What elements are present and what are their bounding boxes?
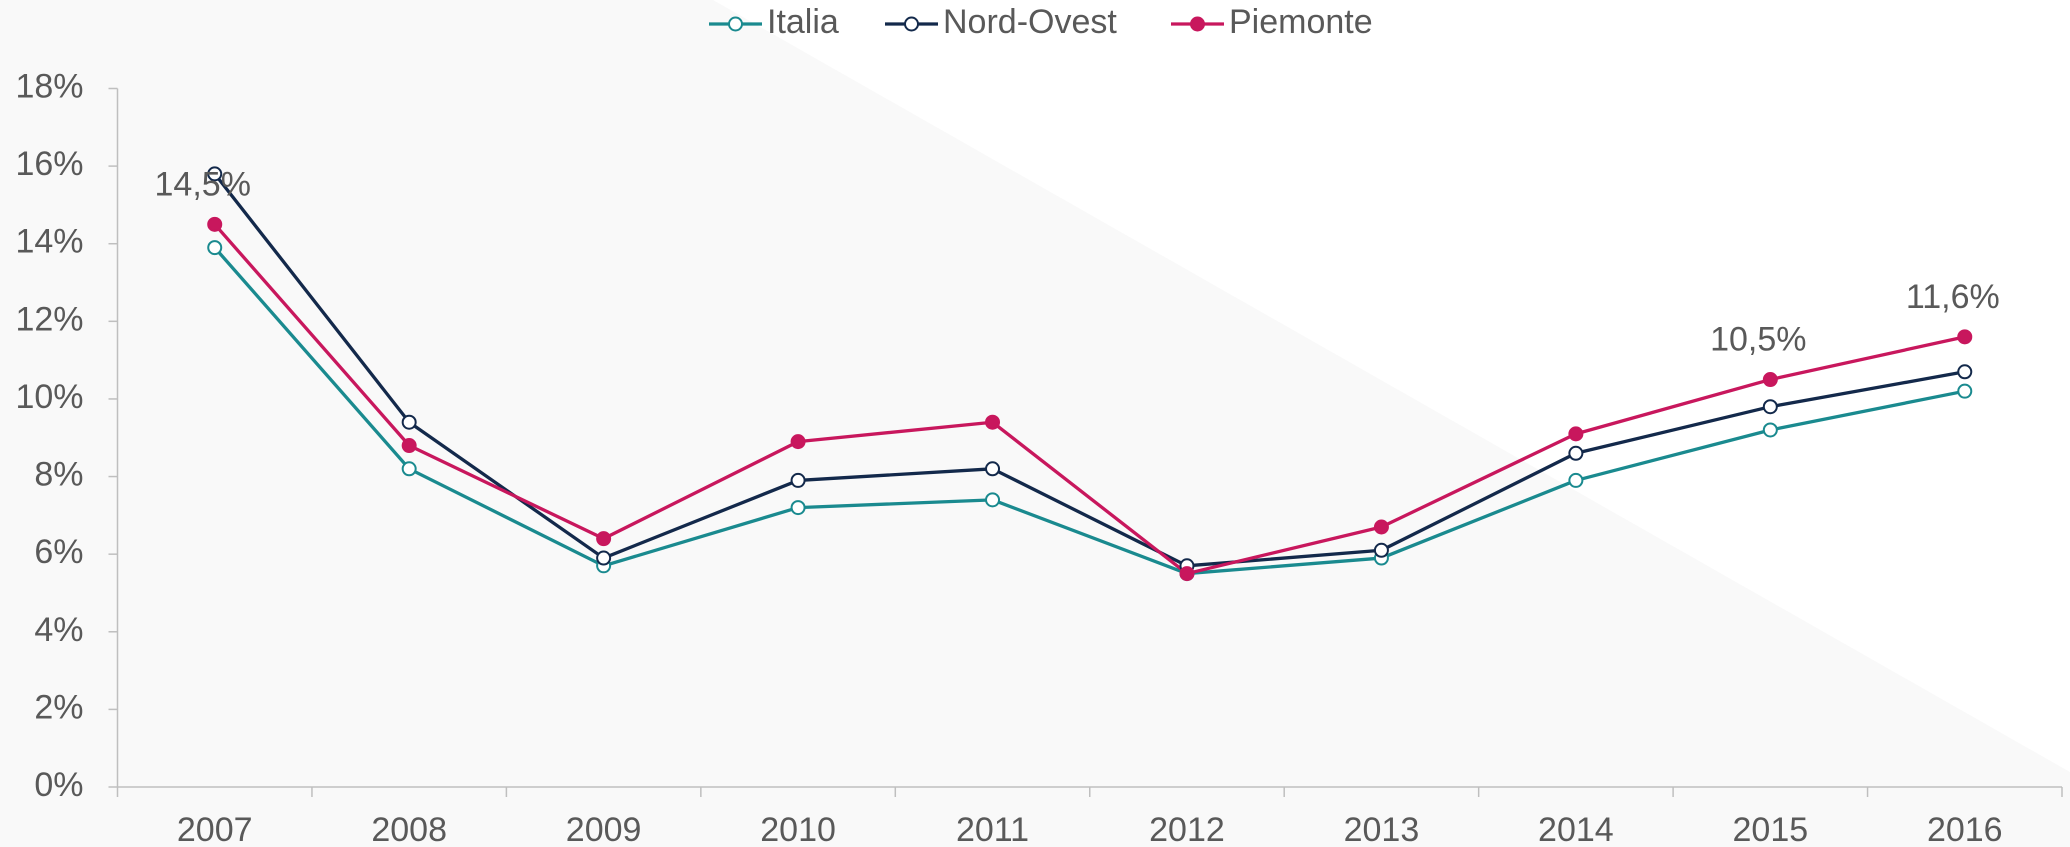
x-tick-label: 2015 (1733, 811, 1809, 847)
series-marker (1957, 329, 1973, 345)
series-marker (596, 550, 612, 566)
series-marker (1762, 372, 1778, 388)
x-tick-label: 2014 (1538, 811, 1614, 847)
series-marker (1373, 519, 1389, 535)
series-marker (207, 166, 223, 182)
series-marker (596, 531, 612, 547)
data-label: 11,6% (1906, 278, 2000, 316)
series-marker (790, 434, 806, 450)
legend-marker (1190, 16, 1205, 32)
legend-label: Piemonte (1229, 3, 1373, 41)
series-marker (207, 216, 223, 232)
y-tick-label: 10% (15, 378, 83, 416)
y-tick-label: 0% (34, 766, 83, 804)
series-marker (1568, 445, 1584, 461)
y-tick-label: 16% (15, 145, 83, 183)
x-tick-label: 2012 (1149, 811, 1225, 847)
series-marker (790, 500, 806, 516)
y-tick-label: 8% (34, 456, 83, 494)
x-tick-label: 2007 (177, 811, 253, 847)
x-tick-label: 2013 (1344, 811, 1420, 847)
x-tick-label: 2010 (760, 811, 836, 847)
series-marker (1568, 426, 1584, 442)
series-marker (207, 240, 223, 256)
data-label: 14,5% (155, 165, 251, 203)
series-marker (1568, 472, 1584, 488)
series-line (213, 172, 1966, 568)
data-label: 10,5% (1710, 321, 1806, 359)
x-tick-label: 2009 (566, 811, 642, 847)
legend-marker (728, 16, 743, 32)
series-marker (1957, 364, 1973, 380)
series-marker (401, 438, 417, 454)
x-tick-label: 2011 (956, 811, 1029, 847)
series-marker (985, 492, 1001, 508)
legend-label: Italia (767, 3, 839, 41)
series-marker (1957, 383, 1973, 399)
legend-label: Nord-Ovest (943, 3, 1117, 41)
series-marker (401, 414, 417, 430)
y-tick-label: 4% (34, 611, 83, 649)
series-line (213, 246, 1966, 576)
series-marker (985, 461, 1001, 477)
y-tick-label: 2% (34, 688, 83, 726)
series-marker (401, 461, 417, 477)
y-tick-label: 18% (15, 67, 83, 105)
series-line (213, 223, 1966, 576)
series-marker (790, 472, 806, 488)
series-marker (1373, 542, 1389, 558)
y-tick-label: 12% (15, 300, 83, 338)
y-tick-label: 14% (15, 223, 83, 261)
y-tick-label: 6% (34, 533, 83, 571)
series-marker (1762, 399, 1778, 415)
x-tick-label: 2016 (1927, 811, 2003, 847)
series-marker (985, 414, 1001, 430)
legend-marker (904, 16, 919, 32)
series-marker (1762, 422, 1778, 438)
series-marker (1179, 566, 1195, 582)
x-tick-label: 2008 (371, 811, 447, 847)
